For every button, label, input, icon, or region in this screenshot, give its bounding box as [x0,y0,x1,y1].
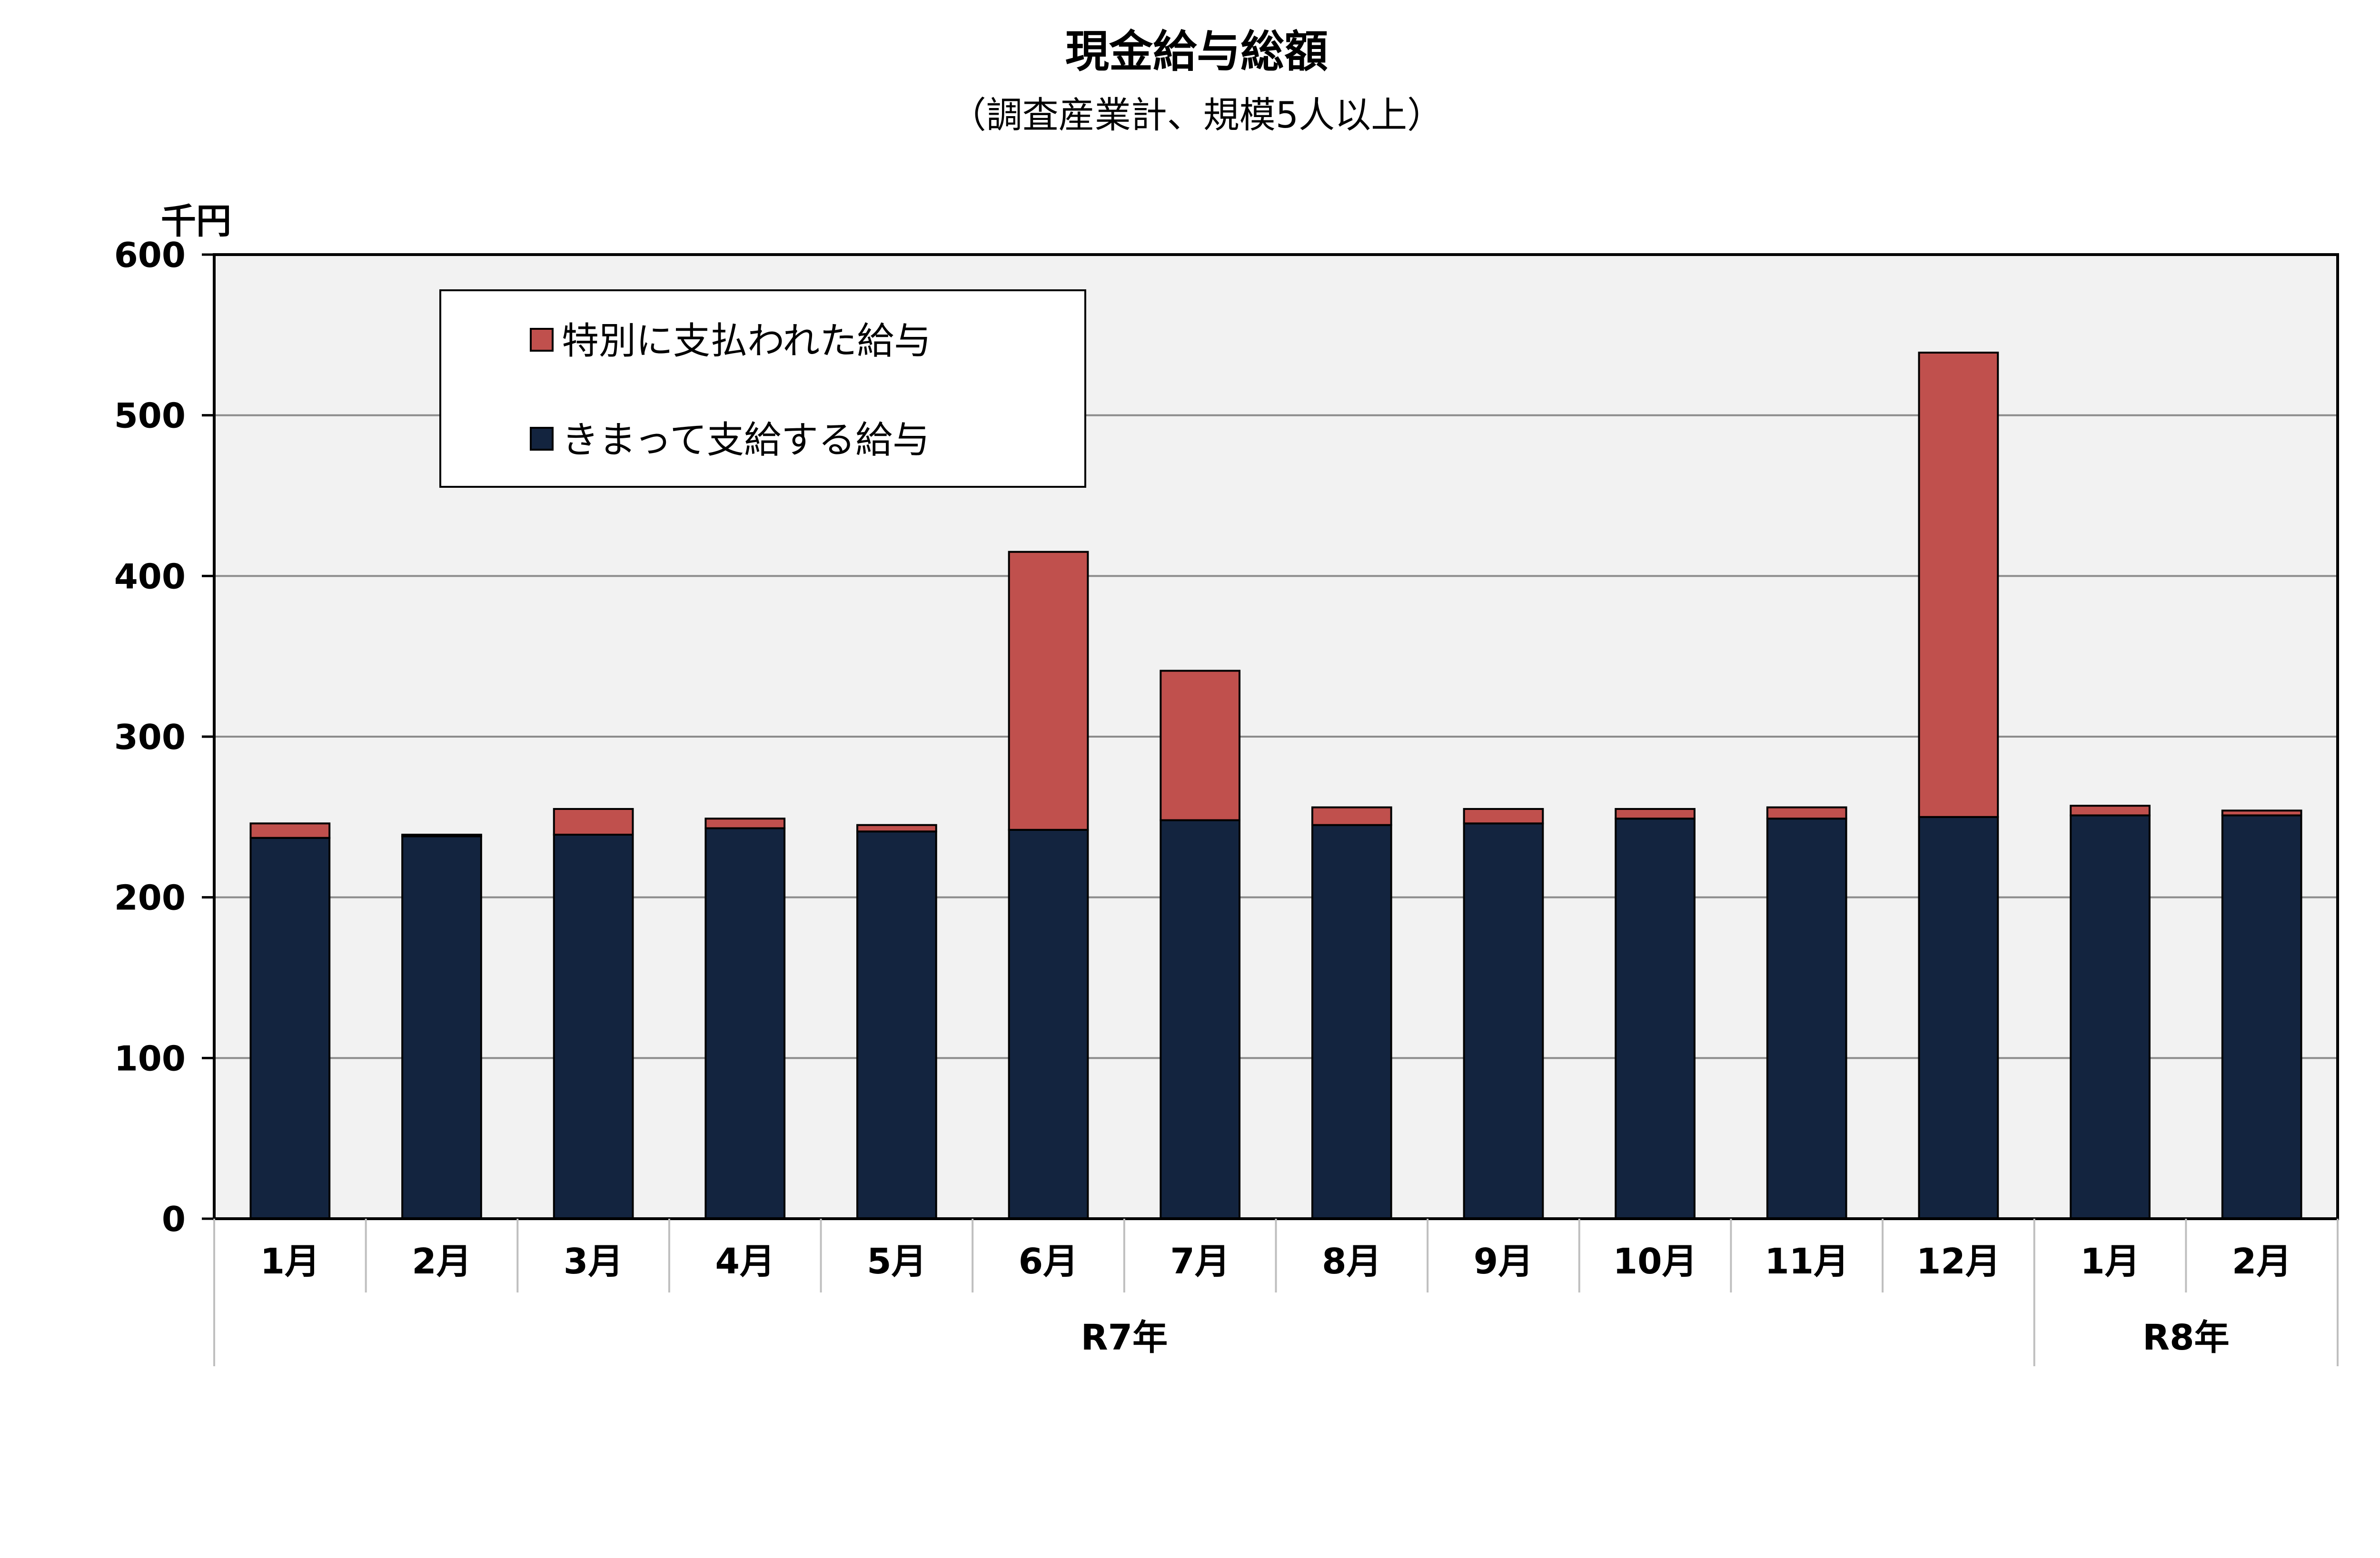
x-tick-label: 1月 [2080,1241,2140,1282]
bar-segment-special [401,833,482,838]
chart-title: 現金給与総額 [1065,26,1328,77]
x-tick-label: 1月 [260,1241,320,1282]
x-tick-label: 6月 [1019,1241,1079,1282]
y-tick-label: 200 [114,878,186,918]
bar-segment-regular [249,837,331,1220]
bar-segment-special [1160,670,1241,821]
x-tick-label: 8月 [1322,1241,1382,1282]
bar-segment-special [1918,351,1999,818]
x-tick-label: 7月 [1170,1241,1230,1282]
legend-label: 特別に支払われた給与 [562,320,931,363]
x-group-label: R7年 [1081,1317,1168,1358]
y-axis-unit-label: 千円 [161,201,231,242]
bar-segment-regular [1008,828,1089,1220]
x-tick-label: 2月 [412,1241,472,1282]
x-tick-label: 9月 [1474,1241,1534,1282]
bar-segment-special [2221,809,2302,817]
legend-swatch [530,328,554,352]
x-tick-label: 5月 [867,1241,927,1282]
bar-segment-regular [1918,816,1999,1220]
bar-segment-special [1615,808,1696,820]
legend-label: きまって支給する給与 [562,419,930,462]
y-tick-label: 400 [114,556,186,596]
bar-segment-regular [1463,822,1544,1220]
bar-segment-regular [856,830,937,1220]
legend-swatch [530,427,554,451]
bar-segment-regular [1311,824,1392,1220]
bar-segment-special [856,824,937,833]
y-axis-ticks: 0 100 200 300 400 500 600 [114,235,214,1239]
bar-segment-regular [1615,818,1696,1220]
bar-segment-regular [2070,814,2151,1220]
x-tick-label: 10月 [1613,1241,1697,1282]
bar-segment-special [704,818,786,829]
y-tick-label: 600 [114,235,186,275]
x-axis: 1月 2月 3月 4月 5月 6月 7月 8月 9月 10月 11月 12月 1月 2月 R7年 R8年 [213,1219,2339,1366]
bar-segment-regular [1766,818,1847,1220]
bar-segment-special [2070,805,2151,817]
bar-segment-special [249,822,331,839]
bar-segment-special [1008,551,1089,831]
bar-segment-regular [2221,814,2302,1220]
bar-segment-regular [401,835,482,1220]
x-tick-label: 2月 [2232,1241,2292,1282]
legend-box [439,289,1086,488]
bar-segment-regular [704,827,786,1220]
x-tick-label: 4月 [715,1241,775,1282]
chart-subtitle: （調査産業計、規模5人以上） [950,94,1443,136]
x-tick-label: 11月 [1765,1241,1849,1282]
bar-segment-special [1311,806,1392,826]
y-tick-label: 0 [162,1199,186,1239]
y-tick-label: 100 [114,1038,186,1078]
bar-segment-regular [553,833,634,1220]
bar-segment-special [1766,806,1847,820]
bar-segment-special [1463,808,1544,825]
bar-segment-special [553,808,634,836]
bars [249,351,2302,1220]
y-tick-label: 500 [114,396,186,436]
y-tick-label: 300 [114,717,186,757]
bar-segment-regular [1160,819,1241,1220]
x-group-label: R8年 [2142,1317,2229,1358]
x-tick-label: 12月 [1916,1241,2001,1282]
x-tick-label: 3月 [564,1241,624,1282]
